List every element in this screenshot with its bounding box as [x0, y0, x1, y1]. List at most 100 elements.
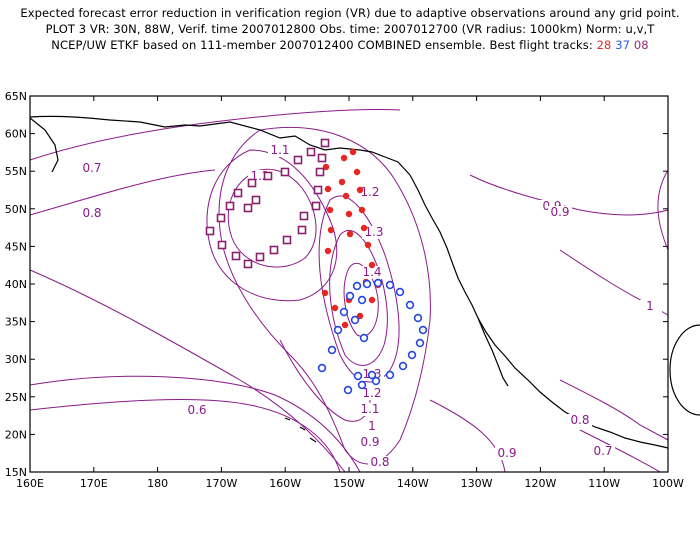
hawaii-islands: [284, 417, 317, 443]
contour-label: 0.8: [82, 206, 101, 220]
track-blue-point: [405, 300, 415, 310]
lon-label: 180: [147, 477, 168, 490]
track-red-point: [326, 206, 334, 214]
title-line-1: Expected forecast error reduction in ver…: [20, 6, 680, 20]
lat-label: 40N: [5, 278, 27, 291]
contour-label-bg: [362, 226, 386, 239]
track-blue-point: [317, 363, 327, 373]
lat-label: 15N: [5, 466, 27, 479]
track-purple-point: [243, 203, 253, 213]
track-purple-point: [293, 155, 303, 165]
contour-label-bg: [80, 162, 104, 175]
contour-label-bg: [568, 414, 592, 427]
contour-0.9-south: [29, 269, 346, 473]
lon-label: 160E: [16, 477, 44, 490]
lat-label: 35N: [5, 316, 27, 329]
track-red-point: [338, 178, 346, 186]
track-red-point: [360, 224, 368, 232]
track-blue-point: [357, 380, 367, 390]
contour-0.8-south: [29, 375, 361, 473]
contour-label: 1.2: [362, 386, 381, 400]
legend-track-blue: 37: [615, 38, 631, 52]
track-blue-point: [362, 279, 372, 289]
contour-labels: 0.70.81.11.21.21.31.41.31.21.110.90.80.6…: [80, 143, 662, 469]
track-red-point: [321, 289, 329, 297]
track-purple-point: [297, 225, 307, 235]
contour-1.1-left: [206, 149, 338, 302]
track-purple-point: [205, 226, 215, 236]
contour-label: 0.9: [360, 435, 379, 449]
lon-label: 170E: [80, 477, 108, 490]
track-purple-point: [315, 167, 325, 177]
contour-0.8-west: [29, 169, 216, 216]
flight-tracks: [205, 138, 428, 395]
track-purple-point: [306, 147, 316, 157]
contour-label-bg: [268, 144, 292, 157]
lon-label: 120W: [524, 477, 556, 490]
contour-label: 1.3: [364, 225, 383, 239]
east-edge-circle: [669, 324, 700, 416]
track-blue-point: [353, 371, 363, 381]
contour-label: 1: [646, 299, 654, 313]
track-purple-point: [247, 178, 257, 188]
contour-label: 0.9: [497, 446, 516, 460]
track-red-point: [349, 148, 357, 156]
contour-label-bg: [368, 456, 392, 469]
track-blue-point: [413, 313, 423, 323]
lon-label: 130W: [461, 477, 493, 490]
contour-label-bg: [358, 186, 382, 199]
contour-0.7: [29, 109, 401, 161]
track-red-point: [341, 321, 349, 329]
track-blue-point: [407, 350, 417, 360]
contour-label-bg: [358, 403, 382, 416]
baja-peninsula: [477, 317, 509, 387]
contour-0.6: [29, 399, 341, 473]
track-purple-point: [251, 195, 261, 205]
contour-label-bg: [495, 447, 519, 460]
track-purple-point: [313, 185, 323, 195]
track-blue-point: [371, 376, 381, 386]
contour-label-bg: [360, 387, 384, 400]
lon-label: 150W: [333, 477, 365, 490]
track-blue-point: [327, 345, 337, 355]
track-red-point: [324, 185, 332, 193]
track-purple-point: [269, 245, 279, 255]
lon-label: 110W: [588, 477, 620, 490]
lon-label: 100W: [652, 477, 684, 490]
track-purple-point: [255, 252, 265, 262]
contour-0.7-se: [579, 429, 661, 473]
contour-label: 0.9: [550, 205, 569, 219]
coastlines: [29, 115, 700, 449]
track-blue-point: [357, 295, 367, 305]
track-red-point: [345, 210, 353, 218]
lon-label: 140W: [397, 477, 429, 490]
track-blue-point: [350, 315, 360, 325]
legend-track-red: 28: [596, 38, 612, 52]
contour-label: 1.4: [362, 265, 381, 279]
contour-label: 0.7: [593, 444, 612, 458]
track-blue-point: [418, 325, 428, 335]
track-red-point: [340, 154, 348, 162]
track-purple-point: [280, 167, 290, 177]
track-red-point: [327, 226, 335, 234]
lat-label: 55N: [5, 165, 27, 178]
track-purple-point: [217, 240, 227, 250]
contour-label-bg: [358, 436, 382, 449]
lon-label: 160W: [269, 477, 301, 490]
track-red-point: [356, 186, 364, 194]
lat-label: 65N: [5, 90, 27, 103]
contour-label-bg: [548, 206, 572, 219]
track-purple-point: [317, 153, 327, 163]
track-red-point: [331, 304, 339, 312]
track-blue-point: [343, 385, 353, 395]
track-purple-point: [299, 211, 309, 221]
track-red-point: [368, 261, 376, 269]
track-purple-point: [233, 188, 243, 198]
track-blue-point: [373, 278, 383, 288]
track-purple-point: [231, 251, 241, 261]
track-blue-point: [345, 291, 355, 301]
track-red-point: [342, 192, 350, 200]
contour-label: 0.8: [370, 455, 389, 469]
